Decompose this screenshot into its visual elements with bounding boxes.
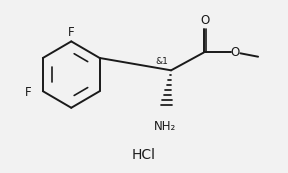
Text: NH₂: NH₂ [154, 120, 177, 133]
Text: O: O [200, 14, 210, 27]
Text: O: O [231, 46, 240, 59]
Text: F: F [68, 26, 75, 39]
Text: F: F [25, 85, 31, 99]
Text: &1: &1 [156, 57, 168, 66]
Text: HCl: HCl [132, 148, 156, 162]
